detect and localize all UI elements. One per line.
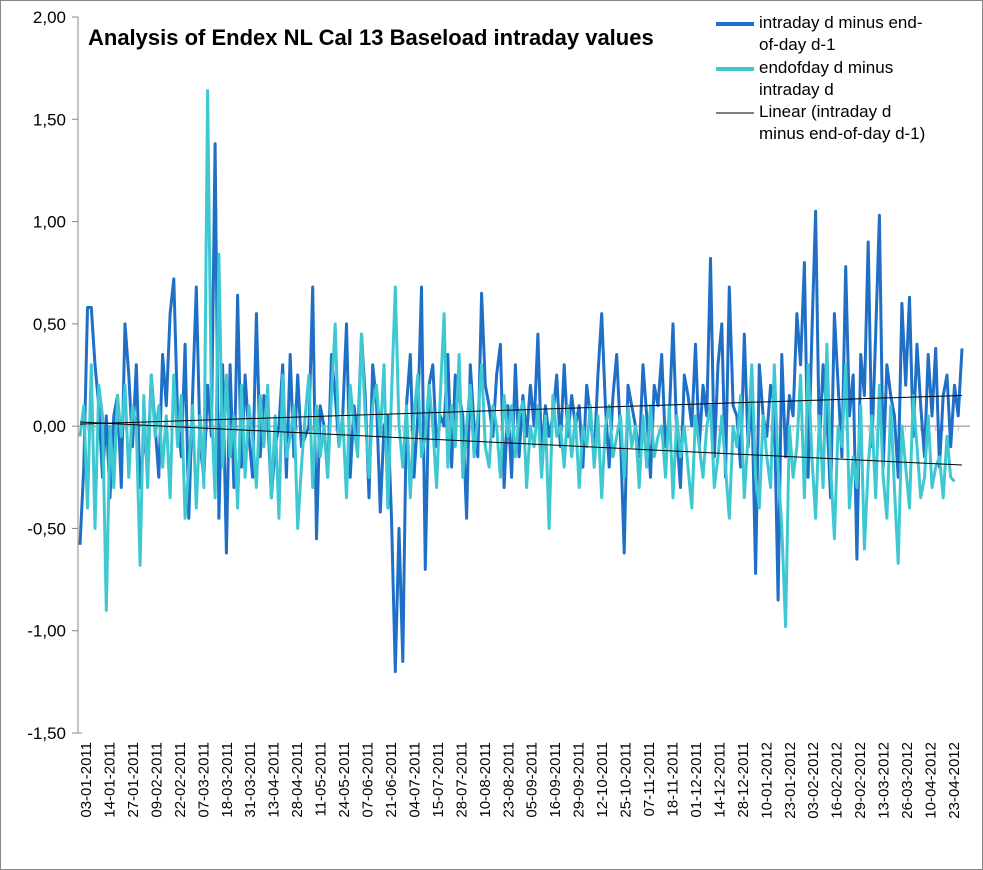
- legend-background: [712, 8, 974, 152]
- x-tick-label: 29-09-2011: [571, 742, 588, 818]
- x-tick-label: 10-08-2011: [477, 742, 494, 818]
- x-tick-label: 05-09-2011: [524, 742, 541, 818]
- x-tick-label: 10-04-2012: [923, 742, 940, 819]
- x-tick-label: 28-04-2011: [289, 742, 306, 818]
- x-axis-ticks: 03-01-2011 14-01-2011 27-01-2011 09-02-2011…: [78, 426, 963, 819]
- x-tick-label: 16-09-2011: [547, 742, 564, 818]
- y-tick-label: 1,50: [33, 110, 66, 129]
- x-tick-label: 07-06-2011: [360, 742, 377, 818]
- x-tick-label: 24-05-2011: [336, 742, 353, 818]
- x-tick-label: 27-01-2011: [125, 742, 142, 818]
- y-tick-label: -1,00: [27, 622, 66, 641]
- x-tick-label: 23-01-2012: [782, 742, 799, 819]
- x-tick-label: 21-06-2011: [383, 742, 400, 818]
- legend-label-3: Linear (intraday d minus end-of-day d-1): [759, 102, 925, 143]
- series-layer: [78, 89, 964, 674]
- x-tick-label: 16-02-2012: [829, 742, 846, 819]
- x-tick-label: 07-11-2011: [641, 742, 658, 817]
- series-line-1: [78, 142, 964, 674]
- x-tick-label: 28-07-2011: [453, 742, 470, 818]
- x-tick-label: 14-12-2011: [711, 742, 728, 818]
- x-tick-label: 15-07-2011: [430, 742, 447, 818]
- legend-label-1: intraday d minus end-of-day d-1: [759, 13, 922, 54]
- x-tick-label: 04-07-2011: [406, 742, 423, 818]
- x-tick-label: 01-12-2011: [688, 742, 705, 818]
- x-tick-label: 07-03-2011: [195, 742, 212, 818]
- x-tick-label: 26-03-2012: [899, 742, 916, 819]
- x-tick-label: 23-04-2012: [946, 742, 963, 819]
- legend: intraday d minus end-of-day d-1endofday …: [712, 8, 974, 152]
- y-tick-label: 2,00: [33, 8, 66, 27]
- x-tick-label: 18-03-2011: [219, 742, 236, 818]
- x-tick-label: 22-02-2011: [172, 742, 189, 818]
- y-tick-label: 0,00: [33, 417, 66, 436]
- x-tick-label: 23-08-2011: [500, 742, 517, 818]
- x-tick-label: 12-10-2011: [594, 742, 611, 818]
- x-tick-label: 29-02-2012: [852, 742, 869, 819]
- x-tick-label: 03-02-2012: [805, 742, 822, 819]
- x-tick-label: 13-04-2011: [266, 742, 283, 818]
- y-tick-label: 0,50: [33, 315, 66, 334]
- x-tick-label: 13-03-2012: [876, 742, 893, 819]
- y-tick-label: -1,50: [27, 724, 66, 743]
- x-tick-label: 09-02-2011: [148, 742, 165, 818]
- trend-line: [79, 394, 963, 425]
- x-tick-label: 03-01-2011: [78, 742, 95, 818]
- chart-title: Analysis of Endex NL Cal 13 Baseload int…: [88, 25, 654, 50]
- y-axis-ticks: 2,00 1,50 1,00 0,50 0,00 -0,50 -1,00 -1,50: [27, 8, 78, 743]
- x-tick-label: 14-01-2011: [101, 742, 118, 818]
- trend-line-2: [79, 421, 963, 466]
- x-tick-label: 31-03-2011: [242, 742, 259, 818]
- y-tick-label: 1,00: [33, 213, 66, 232]
- series-line-2: [78, 89, 956, 629]
- x-tick-label: 28-12-2011: [735, 742, 752, 818]
- x-tick-label: 10-01-2012: [758, 742, 775, 819]
- x-tick-label: 18-11-2011: [664, 742, 681, 817]
- y-tick-label: -0,50: [27, 519, 66, 538]
- x-tick-label: 25-10-2011: [618, 742, 635, 818]
- legend-label-2: endofday d minus intraday d: [759, 58, 893, 99]
- x-tick-label: 11-05-2011: [313, 742, 330, 817]
